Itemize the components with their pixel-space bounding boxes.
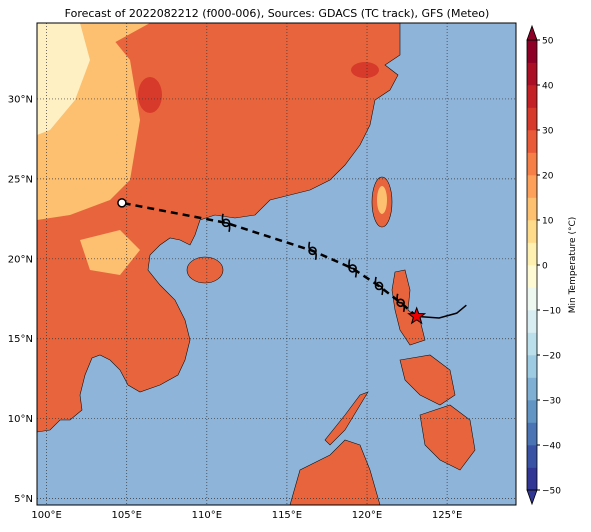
colorbar-tick-label: 20 xyxy=(542,172,554,182)
colorbar-swatch xyxy=(527,107,537,131)
colorbar-tick-label: −50 xyxy=(542,487,561,497)
borneo xyxy=(289,439,381,505)
colorbar-tick-label: 0 xyxy=(542,262,548,272)
typhoon-symbol xyxy=(396,293,406,312)
colorbar-swatch xyxy=(527,287,537,311)
warm-region xyxy=(377,186,387,214)
typhoon-symbol xyxy=(374,276,384,296)
colorbar-swatch xyxy=(527,467,537,491)
colorbar-label: Min Temperature (°C) xyxy=(568,217,578,314)
colorbar-swatch xyxy=(527,422,537,446)
colorbar-swatch xyxy=(527,445,537,468)
colorbar-swatch xyxy=(527,355,537,378)
y-tick-label: 20°N xyxy=(8,254,33,265)
colorbar-swatch xyxy=(527,130,537,153)
colorbar-extend-bottom xyxy=(526,489,538,506)
colorbar-swatch xyxy=(527,242,537,266)
map-area xyxy=(37,23,516,505)
colorbar-tick-label: 30 xyxy=(542,127,554,137)
colorbar-swatch xyxy=(527,400,537,423)
colorbar-extend-top xyxy=(526,24,538,41)
colorbar-swatch xyxy=(527,197,537,221)
colorbar-swatch xyxy=(527,62,537,86)
colorbar-swatch xyxy=(527,265,537,288)
warm-region xyxy=(80,230,140,275)
mindanao xyxy=(419,404,476,471)
colorbar-swatch xyxy=(527,220,537,243)
typhoon-symbol xyxy=(348,259,357,278)
colorbar-tick-label: 10 xyxy=(542,217,554,227)
y-tick-label: 10°N xyxy=(8,414,33,425)
x-tick-label: 100°E xyxy=(31,510,61,521)
hainan xyxy=(186,256,224,284)
observed-track xyxy=(416,304,467,319)
map-title: Forecast of 2022082212 (f000-006), Sourc… xyxy=(65,7,490,20)
colorbar-tick-label: −10 xyxy=(542,307,561,317)
hot-region xyxy=(351,62,379,78)
y-tick-label: 15°N xyxy=(8,334,33,345)
colorbar-tick-label: 40 xyxy=(542,82,554,92)
luzon xyxy=(391,269,426,346)
colorbar-swatch xyxy=(527,85,537,108)
x-tick-label: 115°E xyxy=(272,510,302,521)
colorbar-tick-label: −40 xyxy=(542,442,561,452)
grid xyxy=(37,23,516,505)
x-tick-label: 110°E xyxy=(192,510,222,521)
colorbar-swatch xyxy=(527,310,537,333)
hot-region xyxy=(138,77,162,113)
map-frame xyxy=(36,22,517,506)
x-tick-label: 120°E xyxy=(352,510,382,521)
colorbar-swatch xyxy=(527,377,537,401)
mild-region xyxy=(37,23,90,135)
mild-region xyxy=(90,23,150,45)
visayas xyxy=(399,354,456,406)
axes: 100°E 105°E 110°E 115°E 120°E 125°E 5°N 10°N 15°… xyxy=(8,94,463,521)
typhoon-symbol xyxy=(221,213,231,233)
colorbar: −50 −40 −30 −20 −10 0 10 20 30 40 50 Min Temperatur… xyxy=(526,24,578,506)
y-tick-label: 30°N xyxy=(8,94,33,105)
colorbar-swatch xyxy=(527,152,537,176)
current-position xyxy=(407,306,427,325)
colorbar-swatch xyxy=(527,40,537,63)
colorbar-tick-label: −30 xyxy=(542,397,561,407)
colorbar-tick-label: −20 xyxy=(542,352,561,362)
y-tick-label: 25°N xyxy=(8,174,33,185)
colorbar-tick-label: 50 xyxy=(542,37,554,47)
typhoon-symbol xyxy=(308,241,317,260)
x-tick-label: 125°E xyxy=(432,510,462,521)
track-point xyxy=(117,198,127,208)
y-tick-label: 5°N xyxy=(14,494,33,505)
x-tick-label: 105°E xyxy=(112,510,142,521)
colorbar-swatch xyxy=(527,332,537,356)
track xyxy=(117,198,467,325)
colorbar-swatch xyxy=(527,175,537,198)
